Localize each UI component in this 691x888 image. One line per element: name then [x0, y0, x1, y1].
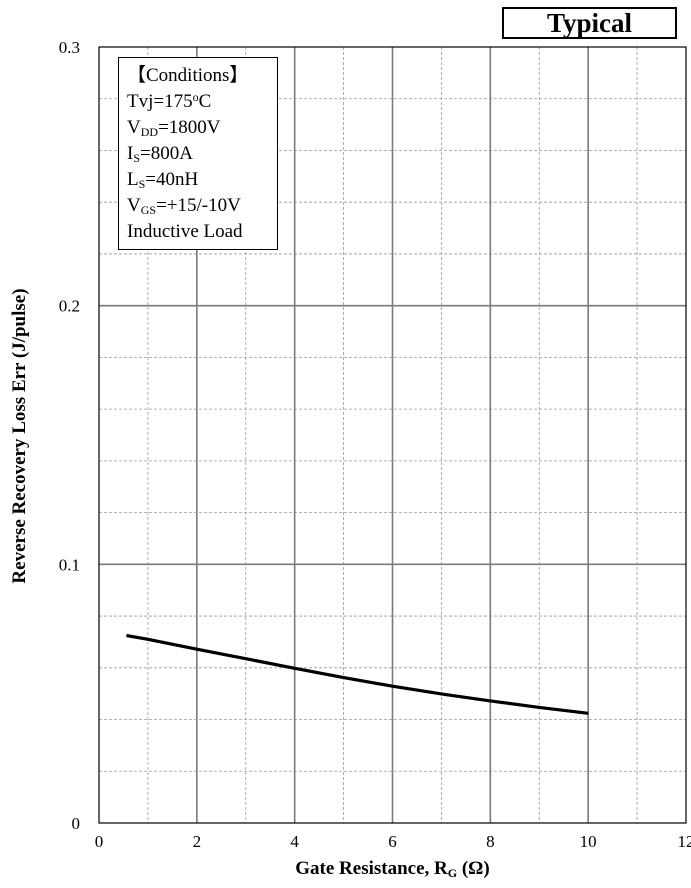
- condition-load: Inductive Load: [127, 221, 243, 242]
- conditions-box: 【Conditions】 Tvj=175oC VDD=1800V IS=800A…: [118, 57, 278, 250]
- y-axis-ticks: 0 0.1 0.2 0.3: [59, 38, 80, 833]
- x-tick-label: 12: [678, 832, 691, 851]
- x-tick-label: 6: [388, 832, 397, 851]
- x-tick-label: 4: [290, 832, 299, 851]
- x-tick-label: 0: [95, 832, 104, 851]
- condition-vgs: VGS=+15/-10V: [127, 195, 241, 217]
- series-group: [126, 633, 589, 715]
- conditions-title: 【Conditions】: [127, 65, 249, 86]
- x-tick-label: 10: [580, 832, 597, 851]
- plot-frame: [98, 46, 687, 824]
- y-tick-label: 0: [72, 814, 81, 833]
- series-line-err: [126, 633, 589, 715]
- x-axis-label: Gate Resistance, RG (Ω): [295, 858, 490, 880]
- condition-ls: LS=40nH: [127, 169, 199, 191]
- y-tick-label: 0.1: [59, 555, 80, 574]
- condition-tvj: Tvj=175oC: [127, 90, 212, 112]
- x-tick-label: 2: [193, 832, 202, 851]
- y-tick-label: 0.3: [59, 38, 80, 57]
- condition-is: IS=800A: [127, 143, 193, 165]
- condition-vdd: VDD=1800V: [127, 117, 221, 139]
- y-tick-label: 0.2: [59, 297, 80, 316]
- x-axis-ticks: 0 2 4 6 8 10 12: [95, 832, 691, 851]
- typical-badge: Typical: [502, 7, 677, 39]
- x-tick-label: 8: [486, 832, 495, 851]
